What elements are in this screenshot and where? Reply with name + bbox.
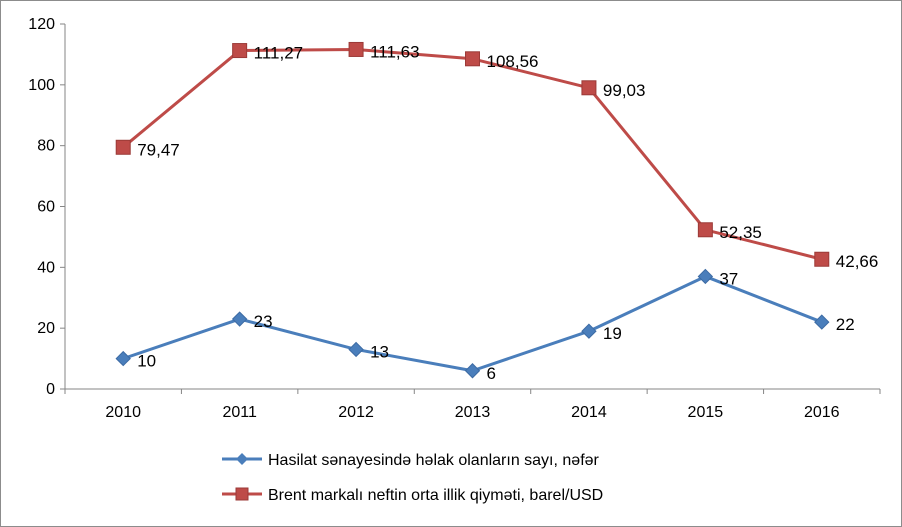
data-label: 52,35 <box>719 223 762 242</box>
data-point <box>231 311 248 327</box>
data-labels: 10 23 13 6 19 37 22 79,47 111,27 111,63 108,56 99,0… <box>137 42 878 382</box>
series-brent-price <box>115 41 830 267</box>
x-tick-label: 2015 <box>688 404 724 421</box>
x-tick-label: 2012 <box>338 404 374 421</box>
y-tick-label: 0 <box>46 381 55 398</box>
legend-label: Hasilat sənayesində həlak olanların sayı… <box>268 452 600 469</box>
data-point <box>814 314 830 330</box>
data-label: 13 <box>370 342 389 361</box>
data-label: 111,27 <box>254 44 303 63</box>
series-line <box>122 47 823 261</box>
axes: 0 20 40 60 80 100 120 2010 2011 2012 2013 2014 2015 2… <box>28 16 881 421</box>
data-point <box>814 251 830 267</box>
data-label: 42,66 <box>836 252 879 271</box>
data-point <box>232 43 248 59</box>
legend: Hasilat sənayesində həlak olanların sayı… <box>222 452 603 504</box>
data-point <box>115 350 131 367</box>
data-point <box>464 363 481 379</box>
data-label: 99,03 <box>603 81 646 100</box>
y-tick-label: 120 <box>28 16 55 33</box>
data-point <box>348 341 364 358</box>
series-fatalities <box>115 268 830 379</box>
series-line <box>122 274 823 373</box>
series-layer <box>115 41 830 379</box>
data-point <box>697 222 713 238</box>
y-tick-label: 80 <box>37 138 55 155</box>
y-tick-label: 100 <box>28 77 55 94</box>
x-tick-label: 2016 <box>804 404 840 421</box>
data-point <box>348 41 364 57</box>
y-tick-label: 60 <box>37 199 55 216</box>
legend-entry: Brent markalı neftin orta illik qiyməti,… <box>222 487 603 504</box>
x-tick-label: 2014 <box>571 404 607 421</box>
data-point <box>581 80 597 96</box>
data-label: 23 <box>254 312 273 331</box>
x-tick-label: 2011 <box>222 404 257 421</box>
data-label: 19 <box>603 324 622 343</box>
data-label: 6 <box>487 364 496 383</box>
legend-marker <box>236 453 248 465</box>
x-tick-label: 2013 <box>455 404 491 421</box>
data-label: 22 <box>836 315 855 334</box>
legend-marker <box>235 487 249 501</box>
data-label: 10 <box>137 352 156 371</box>
data-point <box>581 323 597 339</box>
y-tick-label: 20 <box>37 320 55 337</box>
data-label: 111,63 <box>370 42 419 61</box>
data-label: 37 <box>719 269 738 288</box>
data-point <box>115 139 131 155</box>
data-point <box>697 268 714 285</box>
y-tick-label: 40 <box>37 259 55 276</box>
data-point <box>465 51 480 67</box>
data-label: 79,47 <box>137 140 180 159</box>
legend-label: Brent markalı neftin orta illik qiyməti,… <box>268 487 603 504</box>
legend-entry: Hasilat sənayesində həlak olanların sayı… <box>222 452 600 469</box>
x-tick-label: 2010 <box>105 404 141 421</box>
data-label: 108,56 <box>487 52 539 71</box>
